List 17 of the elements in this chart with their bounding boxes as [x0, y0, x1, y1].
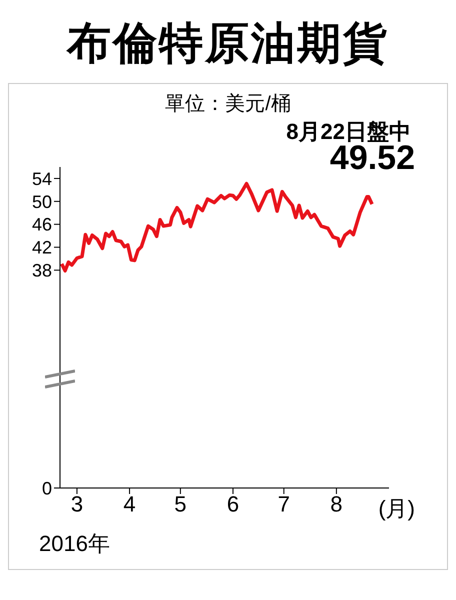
y-tick-label: 46	[32, 214, 52, 235]
y-tick-label: 38	[32, 260, 52, 281]
y-tick-label: 54	[32, 168, 52, 189]
x-tick-label: 3	[70, 492, 84, 517]
chart-title: 布倫特原油期貨	[65, 18, 390, 70]
y-tick-label: 42	[32, 238, 52, 258]
x-tick-label: 5	[174, 492, 187, 517]
text: 2016年	[39, 530, 111, 558]
x-tick-label: 8	[330, 492, 343, 517]
x-tick-label: 7	[278, 492, 290, 517]
chart-subtitle: 單位：美元/桶	[164, 92, 292, 117]
x-tick-label: 4	[123, 492, 136, 517]
x-tick-label: 6	[226, 492, 240, 517]
x-axis-title: (月)	[378, 495, 415, 523]
line-series	[60, 182, 374, 272]
y-tick-label: 50	[32, 192, 52, 212]
y-tick-label: 0	[42, 478, 52, 498]
